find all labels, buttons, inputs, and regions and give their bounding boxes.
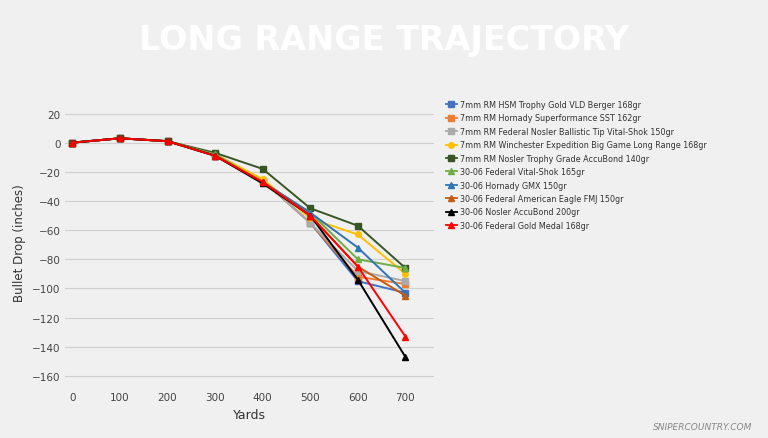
7mm RM HSM Trophy Gold VLD Berger 168gr — [210, 152, 220, 158]
30-06 Nosler AccuBond 200gr — [306, 213, 315, 219]
7mm RM Federal Nosler Ballistic Tip Vital-Shok 150gr — [68, 141, 77, 146]
30-06 Federal Vital-Shok 165gr — [210, 152, 220, 158]
7mm RM HSM Trophy Gold VLD Berger 168gr — [306, 221, 315, 226]
7mm RM Winchester Expedition Big Game Long Range 168gr — [68, 141, 77, 146]
Legend: 7mm RM HSM Trophy Gold VLD Berger 168gr, 7mm RM Hornady Superformance SST 162gr,: 7mm RM HSM Trophy Gold VLD Berger 168gr,… — [445, 101, 707, 230]
7mm RM HSM Trophy Gold VLD Berger 168gr — [258, 179, 267, 184]
30-06 Nosler AccuBond 200gr — [401, 354, 410, 360]
30-06 Federal Gold Medal 168gr — [163, 139, 172, 145]
Line: 30-06 Federal American Eagle FMJ 150gr: 30-06 Federal American Eagle FMJ 150gr — [69, 135, 409, 300]
7mm RM HSM Trophy Gold VLD Berger 168gr — [115, 136, 124, 141]
Y-axis label: Bullet Drop (inches): Bullet Drop (inches) — [13, 184, 26, 301]
30-06 Federal Vital-Shok 165gr — [68, 141, 77, 146]
30-06 Federal Vital-Shok 165gr — [353, 257, 362, 262]
7mm RM Winchester Expedition Big Game Long Range 168gr — [353, 232, 362, 237]
Line: 7mm RM Hornady Superformance SST 162gr: 7mm RM Hornady Superformance SST 162gr — [70, 136, 408, 287]
30-06 Nosler AccuBond 200gr — [68, 141, 77, 146]
30-06 Hornady GMX 150gr — [258, 180, 267, 185]
Line: 30-06 Nosler AccuBond 200gr: 30-06 Nosler AccuBond 200gr — [69, 135, 409, 360]
30-06 Federal Gold Medal 168gr — [258, 180, 267, 185]
7mm RM Nosler Trophy Grade AccuBond 140gr — [210, 151, 220, 156]
30-06 Federal Gold Medal 168gr — [210, 154, 220, 159]
30-06 Federal American Eagle FMJ 150gr — [115, 136, 124, 141]
7mm RM Winchester Expedition Big Game Long Range 168gr — [210, 152, 220, 158]
Line: 7mm RM HSM Trophy Gold VLD Berger 168gr: 7mm RM HSM Trophy Gold VLD Berger 168gr — [70, 136, 408, 296]
7mm RM Federal Nosler Ballistic Tip Vital-Shok 150gr — [210, 152, 220, 158]
7mm RM Nosler Trophy Grade AccuBond 140gr — [68, 141, 77, 146]
30-06 Hornady GMX 150gr — [401, 290, 410, 296]
30-06 Federal Vital-Shok 165gr — [163, 139, 172, 145]
30-06 Hornady GMX 150gr — [115, 136, 124, 141]
30-06 Nosler AccuBond 200gr — [115, 136, 124, 141]
7mm RM Nosler Trophy Grade AccuBond 140gr — [258, 167, 267, 172]
Line: 7mm RM Nosler Trophy Grade AccuBond 140gr: 7mm RM Nosler Trophy Grade AccuBond 140g… — [70, 136, 408, 271]
7mm RM Hornady Superformance SST 162gr — [68, 141, 77, 146]
7mm RM Hornady Superformance SST 162gr — [115, 136, 124, 141]
Line: 30-06 Hornady GMX 150gr: 30-06 Hornady GMX 150gr — [69, 135, 409, 297]
30-06 Federal Gold Medal 168gr — [306, 213, 315, 219]
30-06 Federal Gold Medal 168gr — [68, 141, 77, 146]
30-06 Hornady GMX 150gr — [306, 211, 315, 216]
X-axis label: Yards: Yards — [233, 408, 266, 421]
7mm RM Nosler Trophy Grade AccuBond 140gr — [306, 206, 315, 212]
30-06 Federal Gold Medal 168gr — [353, 264, 362, 269]
30-06 Federal American Eagle FMJ 150gr — [163, 139, 172, 145]
7mm RM HSM Trophy Gold VLD Berger 168gr — [401, 290, 410, 296]
Line: 30-06 Federal Gold Medal 168gr: 30-06 Federal Gold Medal 168gr — [69, 135, 409, 340]
7mm RM Hornady Superformance SST 162gr — [353, 275, 362, 280]
30-06 Federal Gold Medal 168gr — [115, 136, 124, 141]
7mm RM Hornady Superformance SST 162gr — [258, 179, 267, 184]
30-06 Federal American Eagle FMJ 150gr — [258, 180, 267, 185]
7mm RM Winchester Expedition Big Game Long Range 168gr — [306, 216, 315, 222]
30-06 Federal Vital-Shok 165gr — [115, 136, 124, 141]
7mm RM Winchester Expedition Big Game Long Range 168gr — [258, 177, 267, 182]
Line: 7mm RM Winchester Expedition Big Game Long Range 168gr: 7mm RM Winchester Expedition Big Game Lo… — [70, 136, 408, 277]
30-06 Hornady GMX 150gr — [163, 139, 172, 145]
Text: LONG RANGE TRAJECTORY: LONG RANGE TRAJECTORY — [139, 24, 629, 57]
30-06 Nosler AccuBond 200gr — [258, 181, 267, 187]
30-06 Hornady GMX 150gr — [68, 141, 77, 146]
7mm RM Winchester Expedition Big Game Long Range 168gr — [115, 136, 124, 141]
30-06 Federal American Eagle FMJ 150gr — [210, 154, 220, 159]
7mm RM Federal Nosler Ballistic Tip Vital-Shok 150gr — [163, 139, 172, 145]
30-06 Federal Vital-Shok 165gr — [401, 266, 410, 271]
7mm RM Federal Nosler Ballistic Tip Vital-Shok 150gr — [353, 268, 362, 274]
7mm RM HSM Trophy Gold VLD Berger 168gr — [353, 279, 362, 284]
7mm RM Hornady Superformance SST 162gr — [401, 282, 410, 287]
7mm RM Federal Nosler Ballistic Tip Vital-Shok 150gr — [115, 136, 124, 141]
7mm RM HSM Trophy Gold VLD Berger 168gr — [68, 141, 77, 146]
7mm RM Nosler Trophy Grade AccuBond 140gr — [163, 139, 172, 145]
7mm RM Hornady Superformance SST 162gr — [306, 221, 315, 226]
30-06 Federal American Eagle FMJ 150gr — [68, 141, 77, 146]
Text: SNIPERCOUNTRY.COM: SNIPERCOUNTRY.COM — [654, 422, 753, 431]
7mm RM Winchester Expedition Big Game Long Range 168gr — [163, 139, 172, 145]
7mm RM Hornady Superformance SST 162gr — [163, 139, 172, 145]
7mm RM Nosler Trophy Grade AccuBond 140gr — [401, 266, 410, 271]
30-06 Hornady GMX 150gr — [210, 154, 220, 159]
30-06 Federal American Eagle FMJ 150gr — [401, 293, 410, 299]
7mm RM Federal Nosler Ballistic Tip Vital-Shok 150gr — [306, 221, 315, 226]
7mm RM HSM Trophy Gold VLD Berger 168gr — [163, 139, 172, 145]
30-06 Federal American Eagle FMJ 150gr — [306, 213, 315, 219]
7mm RM Federal Nosler Ballistic Tip Vital-Shok 150gr — [401, 279, 410, 284]
7mm RM Nosler Trophy Grade AccuBond 140gr — [115, 136, 124, 141]
30-06 Federal Gold Medal 168gr — [401, 334, 410, 339]
30-06 Hornady GMX 150gr — [353, 245, 362, 251]
30-06 Nosler AccuBond 200gr — [353, 277, 362, 283]
Line: 30-06 Federal Vital-Shok 165gr: 30-06 Federal Vital-Shok 165gr — [69, 135, 409, 272]
7mm RM Nosler Trophy Grade AccuBond 140gr — [353, 223, 362, 229]
Line: 7mm RM Federal Nosler Ballistic Tip Vital-Shok 150gr: 7mm RM Federal Nosler Ballistic Tip Vita… — [70, 136, 408, 284]
30-06 Federal Vital-Shok 165gr — [258, 180, 267, 185]
30-06 Nosler AccuBond 200gr — [163, 139, 172, 145]
7mm RM Winchester Expedition Big Game Long Range 168gr — [401, 272, 410, 277]
7mm RM Hornady Superformance SST 162gr — [210, 152, 220, 158]
30-06 Federal American Eagle FMJ 150gr — [353, 264, 362, 269]
7mm RM Federal Nosler Ballistic Tip Vital-Shok 150gr — [258, 179, 267, 184]
30-06 Federal Vital-Shok 165gr — [306, 211, 315, 216]
30-06 Nosler AccuBond 200gr — [210, 154, 220, 159]
